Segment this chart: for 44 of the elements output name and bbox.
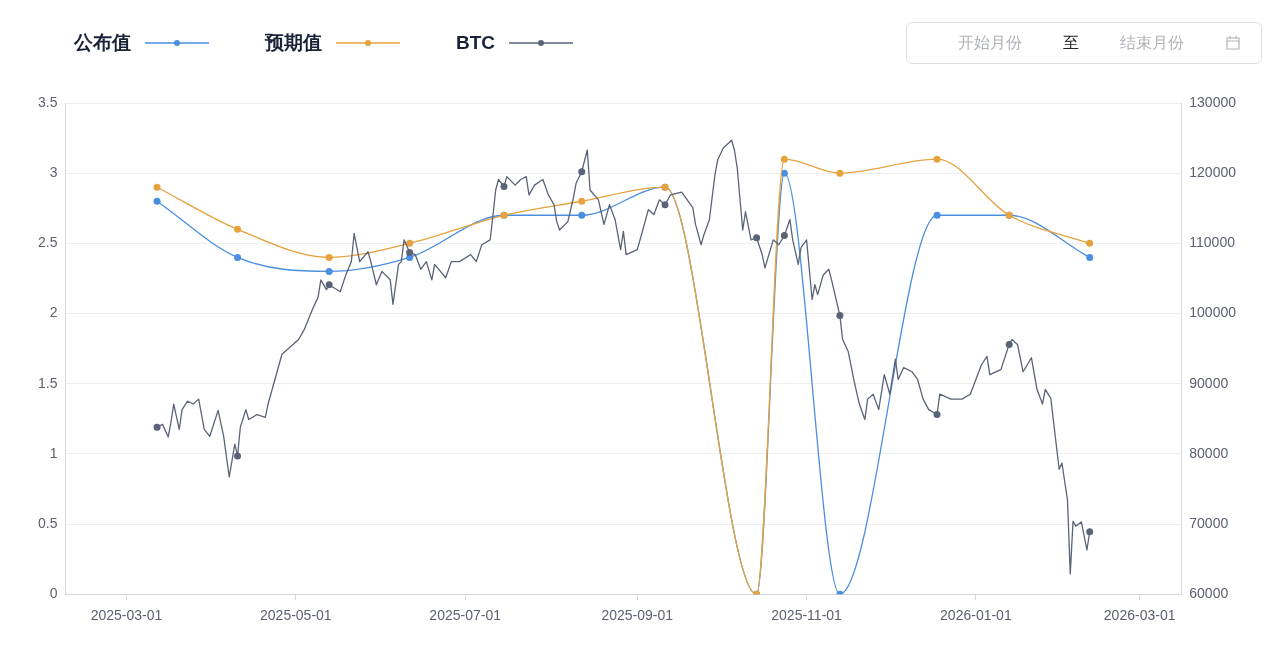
- y-tick-label: 2: [49, 304, 58, 321]
- y-tick-label: 0: [49, 585, 58, 602]
- point: [836, 169, 844, 177]
- y-tick-label: 3.5: [37, 93, 58, 110]
- point: [578, 211, 586, 219]
- x-tick-label: 2026-03-01: [1103, 607, 1176, 624]
- point: [1086, 528, 1094, 536]
- y2-tick-label: 120000: [1189, 164, 1237, 181]
- y2-tick-label: 80000: [1189, 444, 1229, 461]
- x-tick-label: 2025-09-01: [601, 607, 674, 624]
- y2-tick-label: 70000: [1189, 514, 1229, 531]
- legend-label: BTC: [456, 32, 496, 54]
- y-tick-label: 1: [49, 444, 58, 461]
- point: [780, 169, 788, 177]
- point: [1086, 239, 1094, 247]
- y2-tick-label: 100000: [1189, 304, 1237, 321]
- point: [780, 155, 788, 163]
- y2-tick-label: 110000: [1189, 234, 1236, 251]
- point: [933, 211, 941, 219]
- point: [153, 197, 161, 205]
- point: [325, 253, 333, 261]
- y-tick-label: 1.5: [37, 374, 58, 391]
- y-tick-label: 3: [49, 164, 58, 181]
- x-tick-label: 2025-03-01: [90, 607, 163, 624]
- x-tick-label: 2025-07-01: [429, 607, 502, 624]
- y2-tick-label: 90000: [1189, 374, 1229, 391]
- x-tick-label: 2026-01-01: [940, 607, 1012, 624]
- point: [234, 225, 242, 233]
- point: [933, 155, 941, 163]
- y2-tick-label: 60000: [1189, 585, 1229, 602]
- point: [325, 267, 333, 275]
- point: [153, 183, 161, 191]
- x-tick-label: 2025-05-01: [260, 607, 332, 624]
- point: [406, 239, 414, 247]
- point: [578, 197, 586, 205]
- date-range-field: 开始月份 至 结束月份: [906, 22, 1262, 64]
- y-tick-label: 0.5: [37, 514, 58, 531]
- x-tick-label: 2025-11-01: [771, 607, 843, 624]
- point: [1086, 253, 1094, 261]
- y-tick-label: 2.5: [37, 234, 58, 251]
- legend-label: 公布值: [74, 31, 131, 55]
- point: [234, 253, 242, 261]
- legend-label: 预期值: [265, 31, 322, 55]
- y2-tick-label: 130000: [1189, 93, 1237, 110]
